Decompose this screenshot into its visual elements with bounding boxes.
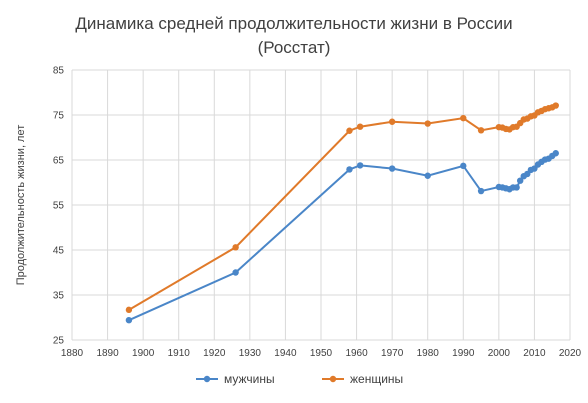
data-point <box>424 172 431 179</box>
y-tick-label: 25 <box>53 336 65 347</box>
data-point <box>477 187 485 195</box>
y-tick-label: 55 <box>53 201 65 212</box>
series-line-women <box>128 104 557 311</box>
data-point <box>460 114 467 122</box>
data-point <box>477 127 485 134</box>
data-point <box>460 162 467 170</box>
x-tick-label: 1990 <box>452 348 475 359</box>
data-point <box>125 317 133 324</box>
y-tick-label: 75 <box>53 111 65 122</box>
x-tick-label: 1880 <box>61 348 84 359</box>
x-tick-label: 1980 <box>417 348 440 359</box>
x-tick-label: 1920 <box>203 348 226 359</box>
legend-marker <box>329 375 337 383</box>
x-tick-label: 2020 <box>559 348 582 359</box>
x-tick-label: 1900 <box>132 348 155 359</box>
legend-label: женщины <box>350 372 403 386</box>
y-axis-label: Продолжительность жизни, лет <box>15 125 27 286</box>
chart-subtitle: (Росстат) <box>257 38 331 57</box>
x-tick-label: 1890 <box>96 348 119 359</box>
data-point <box>356 123 364 130</box>
data-point <box>517 177 524 184</box>
x-tick-label: 1910 <box>168 348 191 359</box>
data-point <box>232 269 239 276</box>
data-point <box>232 244 239 251</box>
y-tick-label: 85 <box>53 66 65 77</box>
data-point <box>356 162 364 169</box>
data-point <box>388 165 396 172</box>
x-tick-label: 2010 <box>523 348 546 359</box>
x-tick-label: 1960 <box>345 348 368 359</box>
data-point <box>346 127 353 134</box>
data-point <box>346 166 353 173</box>
y-tick-label: 65 <box>53 156 65 167</box>
data-point <box>125 306 133 314</box>
chart-title: Динамика средней продолжительности жизни… <box>75 14 513 33</box>
x-tick-label: 1970 <box>381 348 404 359</box>
legend-label: мужчины <box>224 372 275 386</box>
data-point <box>552 150 559 157</box>
x-tick-label: 1950 <box>310 348 333 359</box>
y-tick-label: 45 <box>53 246 65 257</box>
x-tick-label: 2000 <box>488 348 511 359</box>
data-point <box>513 184 520 191</box>
data-point <box>424 120 431 127</box>
data-point <box>552 102 559 109</box>
legend-marker <box>203 375 211 383</box>
x-tick-label: 1940 <box>274 348 297 359</box>
data-point <box>388 118 396 125</box>
x-tick-label: 1930 <box>239 348 262 359</box>
y-tick-label: 35 <box>53 291 65 302</box>
